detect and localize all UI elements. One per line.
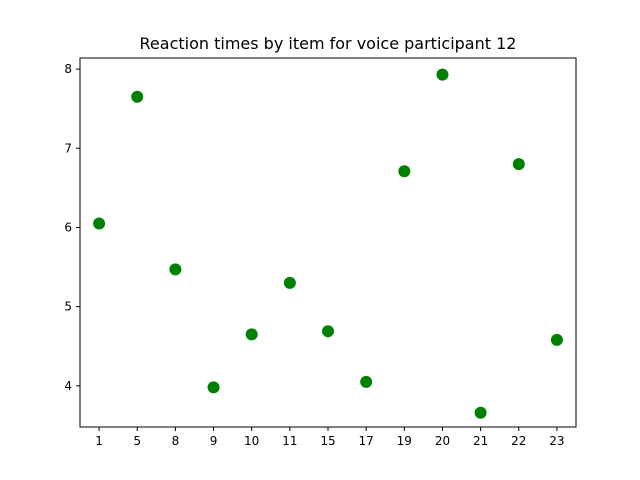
data-point-11 — [283, 276, 296, 289]
x-tick-label: 19 — [397, 434, 412, 448]
y-tick-label: 4 — [64, 379, 72, 393]
y-tick-label: 5 — [64, 300, 72, 314]
y-axis: 4 5 6 7 8 — [64, 62, 80, 393]
x-axis: 1 5 8 9 10 11 15 17 19 20 21 22 23 — [95, 427, 565, 448]
data-point-19 — [398, 165, 411, 178]
x-tick-label: 1 — [95, 434, 103, 448]
x-tick-label: 9 — [210, 434, 218, 448]
x-tick-label: 23 — [549, 434, 564, 448]
x-tick-label: 11 — [282, 434, 297, 448]
data-point-21 — [474, 406, 487, 419]
plot-area — [93, 68, 563, 419]
data-point-8 — [169, 263, 182, 276]
x-tick-label: 15 — [320, 434, 335, 448]
axes-frame — [79, 57, 577, 428]
x-tick-label: 10 — [244, 434, 259, 448]
chart-title: Reaction times by item for voice partici… — [140, 34, 517, 53]
y-tick-label: 7 — [64, 141, 72, 155]
data-point-22 — [512, 158, 525, 171]
x-tick-label: 17 — [359, 434, 374, 448]
data-point-9 — [207, 381, 220, 394]
x-tick-label: 8 — [172, 434, 180, 448]
x-tick-label: 20 — [435, 434, 450, 448]
y-tick-label: 6 — [64, 220, 72, 234]
x-tick-label: 21 — [473, 434, 488, 448]
data-point-17 — [360, 375, 373, 388]
data-point-5 — [131, 90, 144, 103]
data-point-15 — [322, 325, 334, 338]
data-point-10 — [245, 328, 258, 341]
y-tick-label: 8 — [64, 62, 72, 76]
x-tick-label: 22 — [511, 434, 526, 448]
data-point-20 — [436, 68, 449, 81]
data-point-1 — [93, 217, 106, 230]
x-tick-label: 5 — [133, 434, 141, 448]
data-point-23 — [550, 333, 563, 346]
